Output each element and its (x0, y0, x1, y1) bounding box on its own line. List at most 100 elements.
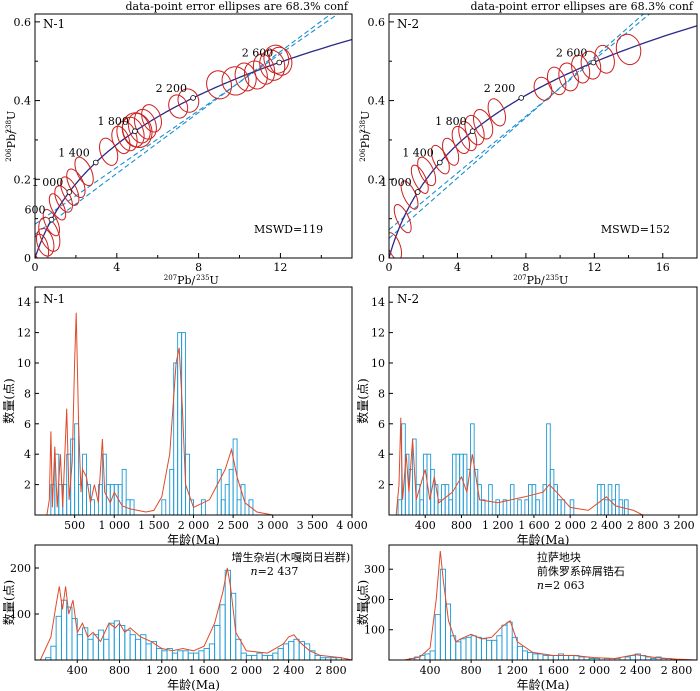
panel-label: N-2 (397, 292, 419, 306)
x-tick-label: 2 400 (273, 664, 305, 677)
histogram-bar (439, 568, 446, 661)
histogram-bar (129, 499, 135, 516)
y-tick-label: 6 (378, 418, 385, 431)
histogram-bar (161, 650, 168, 661)
error-ellipse (36, 227, 55, 257)
age-marker (66, 189, 73, 195)
x-axis-label-b-sup: 235 (546, 274, 559, 282)
y-tick-label: 10 (371, 357, 385, 370)
x-tick-label: 1 600 (518, 519, 550, 532)
x-tick-label: 1 200 (496, 664, 528, 677)
histogram-bar (134, 638, 142, 661)
histogram-bar (429, 650, 436, 661)
error-ellipse (74, 156, 94, 187)
x-tick-label: 3 000 (257, 519, 289, 532)
histogram-bar (527, 651, 534, 661)
error-ellipse (473, 108, 494, 140)
annotation-n-italic: n (537, 579, 544, 592)
error-ellipse (558, 62, 579, 92)
histogram-bar (214, 625, 221, 661)
discordia-line-0 (35, 14, 339, 225)
histogram-bar (496, 635, 503, 661)
error-ellipse (141, 104, 162, 133)
x-axis-label-b-text: 235U (546, 274, 569, 287)
x-tick-label: 3 500 (297, 519, 329, 532)
y-tick-label: 0.2 (14, 173, 32, 186)
histogram-bar (169, 468, 175, 516)
histogram-bar (66, 606, 73, 661)
histogram-bar (177, 650, 184, 661)
age-marker-label: 1 000 (380, 176, 412, 189)
kde-curve (39, 567, 353, 661)
histogram-bar (486, 639, 493, 661)
histogram-panel-N2-hist: 400 800 1 200 1 600 2 000 2 400 2 800 3 200 2 4 6 8… (355, 286, 698, 547)
histogram-bar (546, 423, 551, 516)
histogram-bar (216, 468, 222, 516)
error-ellipse (417, 156, 437, 187)
error-ellipse (533, 76, 553, 101)
histogram-bar (288, 641, 295, 661)
histogram-bar (542, 655, 549, 661)
histogram-bar (272, 652, 279, 661)
x-axis-label-b: 235U (546, 274, 569, 287)
error-ellipse (268, 46, 293, 76)
histogram-bar (124, 629, 131, 661)
histogram-bar (547, 655, 554, 661)
x-axis-label-a-base: Pb/ (177, 274, 195, 287)
histogram-bar (282, 643, 290, 661)
y-tick-label: 12 (17, 327, 31, 340)
error-ellipse (221, 66, 250, 96)
x-tick-label: 0 (386, 261, 393, 274)
histogram-bar (256, 652, 263, 661)
error-ellipse (546, 66, 567, 96)
y-axis-label-a-text: 206Pb/ (359, 130, 372, 162)
histogram-bar (113, 484, 119, 516)
x-tick-label: 4 (113, 261, 120, 274)
x-axis-label-a-sup: 207 (513, 274, 526, 282)
histogram-bar (245, 654, 253, 661)
error-ellipse (54, 185, 73, 213)
x-axis-label-b-base: U (559, 274, 568, 287)
histogram-bar (506, 621, 513, 661)
histogram-bar (121, 468, 127, 516)
error-ellipse (389, 232, 403, 258)
x-tick-label: 2 000 (178, 519, 210, 532)
x-tick-label: 400 (420, 664, 441, 677)
plot-frame (388, 286, 698, 516)
error-ellipse (48, 193, 67, 221)
histogram-bar (181, 332, 187, 516)
annotation-n: n=2 063 (537, 579, 585, 592)
error-note: data-point error ellipses are 68.3% conf (126, 0, 349, 13)
histogram-bar (171, 652, 179, 661)
histogram-bar (475, 636, 482, 661)
x-tick-label: 1 200 (146, 664, 178, 677)
x-tick-label: 2 000 (231, 664, 263, 677)
histogram-bar (516, 645, 523, 661)
y-axis-label-b-text: 238U (359, 111, 372, 134)
error-ellipse (464, 114, 485, 146)
error-ellipse (127, 112, 151, 144)
plot-area (35, 14, 352, 258)
histogram-bar (615, 484, 620, 516)
histogram-bar (596, 484, 602, 516)
y-tick-label: 14 (371, 296, 385, 309)
x-tick-label: 12 (273, 261, 287, 274)
y-axis-label-a-sup: 206 (5, 148, 13, 162)
y-tick-label: 12 (371, 327, 385, 340)
plot-frame (34, 544, 353, 661)
histogram-bar (552, 655, 559, 661)
x-tick-label: 2 800 (627, 519, 659, 532)
histogram-bar (145, 643, 152, 661)
histogram-bar (444, 484, 450, 516)
histogram-bar (103, 638, 110, 661)
histogram-bar (277, 648, 284, 661)
error-ellipse (66, 168, 86, 198)
histogram-bar (219, 604, 226, 661)
x-tick-label: 2 800 (661, 664, 693, 677)
histogram-bar (129, 634, 136, 661)
histogram-bar (459, 453, 464, 516)
y-tick-label: 8 (24, 387, 31, 400)
x-axis-label-b-base: U (210, 274, 219, 287)
age-marker (48, 216, 55, 223)
histogram-bar (501, 624, 508, 661)
